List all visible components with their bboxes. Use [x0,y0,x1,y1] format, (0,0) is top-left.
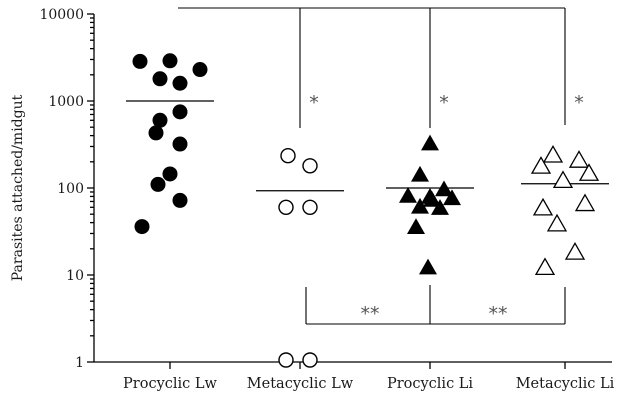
y-tick-label: 1000 [48,94,84,110]
significance-label: * [574,92,584,114]
data-point [546,213,568,232]
data-point [278,352,294,368]
data-point [132,53,148,69]
data-point [530,156,552,174]
data-point [435,180,453,197]
axis-labels: 1 10 100 1000 10000 Procyclic Lw Metacyclic Lw… [39,7,614,392]
data-points [132,53,600,368]
data-point [280,148,296,164]
y-tick-label: 100 [57,181,84,197]
data-point [564,242,586,260]
data-point [411,197,429,214]
data-point [302,352,318,368]
data-point [407,218,425,234]
data-point [574,193,596,212]
data-point [532,197,554,216]
data-point [162,53,178,69]
x-tick-label: Procyclic Li [387,376,473,392]
significance-label: * [309,92,319,114]
data-point [172,104,188,120]
x-tick-label: Metacyclic Lw [247,376,354,392]
data-point [542,144,564,163]
data-point [152,112,168,128]
significance-label: ** [361,303,380,325]
data-point [162,166,178,182]
y-tick-label: 10000 [39,7,84,23]
data-point [421,134,439,151]
data-point [431,199,449,215]
data-point [399,186,417,203]
data-point [148,125,164,141]
data-point [172,75,188,91]
data-point [302,158,318,174]
data-point [150,176,166,192]
data-point [278,199,294,216]
data-point [419,258,437,275]
data-point [302,199,318,216]
y-tick-label: 10 [66,268,84,284]
significance-label: ** [489,303,508,325]
data-point [411,165,429,182]
data-point [192,62,208,78]
significance-label: * [439,92,449,114]
data-point [172,136,188,152]
x-tick-label: Procyclic Lw [123,376,217,392]
data-point [568,150,590,168]
data-point [552,170,574,189]
y-axis-title: Parasites attached/midgut [10,94,26,281]
axes [87,13,612,369]
significance-brackets: * * *** ** [178,7,584,325]
data-point [423,190,441,207]
data-point [578,163,600,181]
data-point [134,219,150,235]
data-point [152,71,168,87]
data-point [443,189,461,206]
x-tick-label: Metacyclic Li [516,376,615,392]
median-lines [126,100,609,192]
data-point [172,192,188,208]
y-tick-label: 1 [75,355,84,371]
data-point [534,257,556,276]
